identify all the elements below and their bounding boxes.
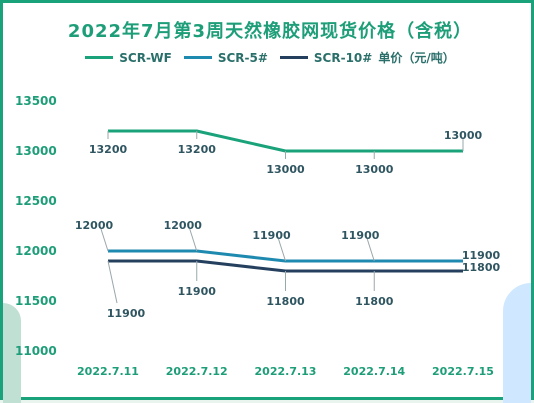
x-tick-label: 2022.7.11 [77,365,139,378]
y-tick-label: 13500 [15,94,57,108]
data-label: 11900 [107,307,146,320]
y-tick-label: 11500 [15,294,57,308]
y-tick-label: 12500 [15,194,57,208]
line-chart: 11000 11500 12000 12500 13000 13500 2022.7.11 2… [15,94,501,378]
data-label: 13000 [355,163,394,176]
data-label: 12000 [164,219,203,232]
chart-legend: SCR-WF SCR-5# SCR-10# 单价（元/吨） [3,49,534,66]
data-label: 11800 [355,295,394,308]
y-tick-label: 11000 [15,344,57,358]
data-label: 11800 [462,261,501,274]
data-label-leader [278,238,286,262]
legend-label-scr-5: SCR-5# [217,50,268,65]
y-tick-label: 13000 [15,144,57,158]
data-label: 13200 [89,143,128,156]
chart-title: 2022年7月第3周天然橡胶网现货价格（含税） [67,21,473,42]
data-label: 13000 [266,163,305,176]
data-label-leader [366,238,375,262]
legend-unit-label: 单价（元/吨） [378,51,455,65]
data-label-leader [189,228,198,252]
data-label: 11900 [178,285,217,298]
data-label: 12000 [75,219,114,232]
decorative-corner-left [3,303,21,403]
legend-swatch-scr-wf [85,56,114,59]
data-label: 11800 [266,295,305,308]
data-label: 11900 [462,249,501,262]
legend-swatch-scr-5 [183,56,212,59]
legend-swatch-scr-10 [279,56,308,59]
data-label: 11900 [252,229,291,242]
legend-label-scr-10: SCR-10# [313,50,373,65]
decorative-corner-right [503,283,531,403]
legend-item-scr-10: SCR-10# 单价（元/吨） [279,49,455,66]
legend-item-scr-5: SCR-5# [183,50,268,65]
x-tick-label: 2022.7.12 [166,365,228,378]
y-tick-label: 12000 [15,244,57,258]
x-tick-label: 2022.7.15 [432,365,494,378]
data-label: 13000 [444,129,483,142]
data-label: 11900 [341,229,380,242]
legend-label-scr-wf: SCR-WF [119,50,172,65]
data-label: 13200 [178,143,217,156]
x-tick-label: 2022.7.13 [255,365,317,378]
data-label-leader [107,260,118,304]
x-tick-label: 2022.7.14 [343,365,405,378]
legend-item-scr-wf: SCR-WF [85,51,172,65]
data-label-leader [100,228,109,252]
series-line [108,129,463,153]
